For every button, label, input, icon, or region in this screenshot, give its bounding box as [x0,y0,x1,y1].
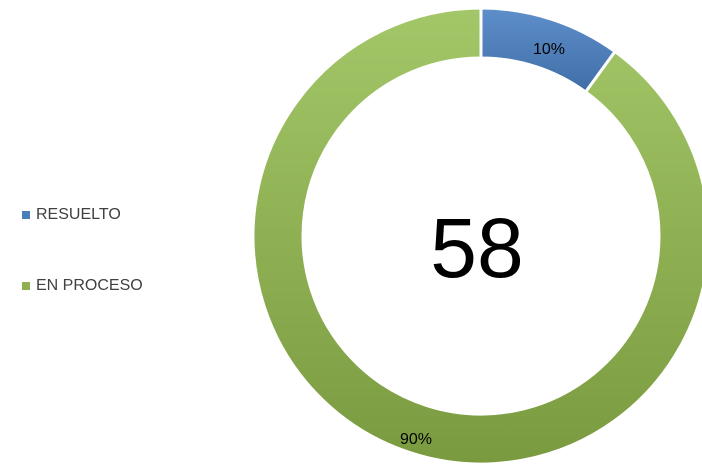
legend-swatch-resuelto [22,211,30,219]
legend-label-en-proceso: EN PROCESO [36,277,143,294]
legend-label-resuelto: RESUELTO [36,206,121,223]
legend-swatch-en-proceso [22,282,30,290]
legend-item-resuelto: RESUELTO [22,205,143,225]
data-label-en-proceso: 90% [400,431,432,448]
center-total-label: 58 [430,201,523,295]
legend-item-en-proceso: EN PROCESO [22,276,143,296]
data-label-resuelto: 10% [533,41,565,58]
slice-en-proceso [251,6,702,466]
legend: RESUELTO EN PROCESO [22,205,143,347]
